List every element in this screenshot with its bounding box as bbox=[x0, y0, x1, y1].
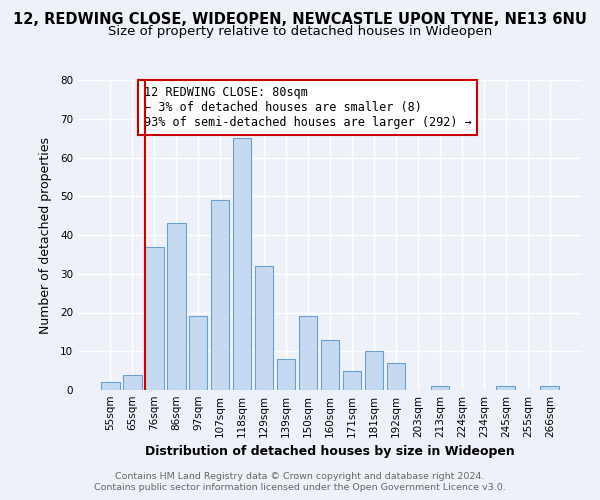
Text: Contains public sector information licensed under the Open Government Licence v3: Contains public sector information licen… bbox=[94, 483, 506, 492]
Bar bbox=[189, 316, 208, 390]
Bar bbox=[255, 266, 274, 390]
Bar bbox=[233, 138, 251, 390]
Bar bbox=[541, 386, 559, 390]
Text: Size of property relative to detached houses in Wideopen: Size of property relative to detached ho… bbox=[108, 25, 492, 38]
Bar bbox=[145, 246, 164, 390]
Bar bbox=[167, 224, 185, 390]
Bar bbox=[320, 340, 340, 390]
Bar bbox=[277, 359, 295, 390]
Text: 12 REDWING CLOSE: 80sqm
← 3% of detached houses are smaller (8)
93% of semi-deta: 12 REDWING CLOSE: 80sqm ← 3% of detached… bbox=[143, 86, 471, 129]
Bar bbox=[386, 363, 405, 390]
Bar bbox=[101, 382, 119, 390]
Bar bbox=[365, 351, 383, 390]
Bar bbox=[343, 370, 361, 390]
Y-axis label: Number of detached properties: Number of detached properties bbox=[38, 136, 52, 334]
Bar bbox=[299, 316, 317, 390]
Bar bbox=[211, 200, 229, 390]
Bar bbox=[496, 386, 515, 390]
Text: Contains HM Land Registry data © Crown copyright and database right 2024.: Contains HM Land Registry data © Crown c… bbox=[115, 472, 485, 481]
Text: 12, REDWING CLOSE, WIDEOPEN, NEWCASTLE UPON TYNE, NE13 6NU: 12, REDWING CLOSE, WIDEOPEN, NEWCASTLE U… bbox=[13, 12, 587, 28]
Bar bbox=[123, 374, 142, 390]
Bar bbox=[431, 386, 449, 390]
X-axis label: Distribution of detached houses by size in Wideopen: Distribution of detached houses by size … bbox=[145, 446, 515, 458]
